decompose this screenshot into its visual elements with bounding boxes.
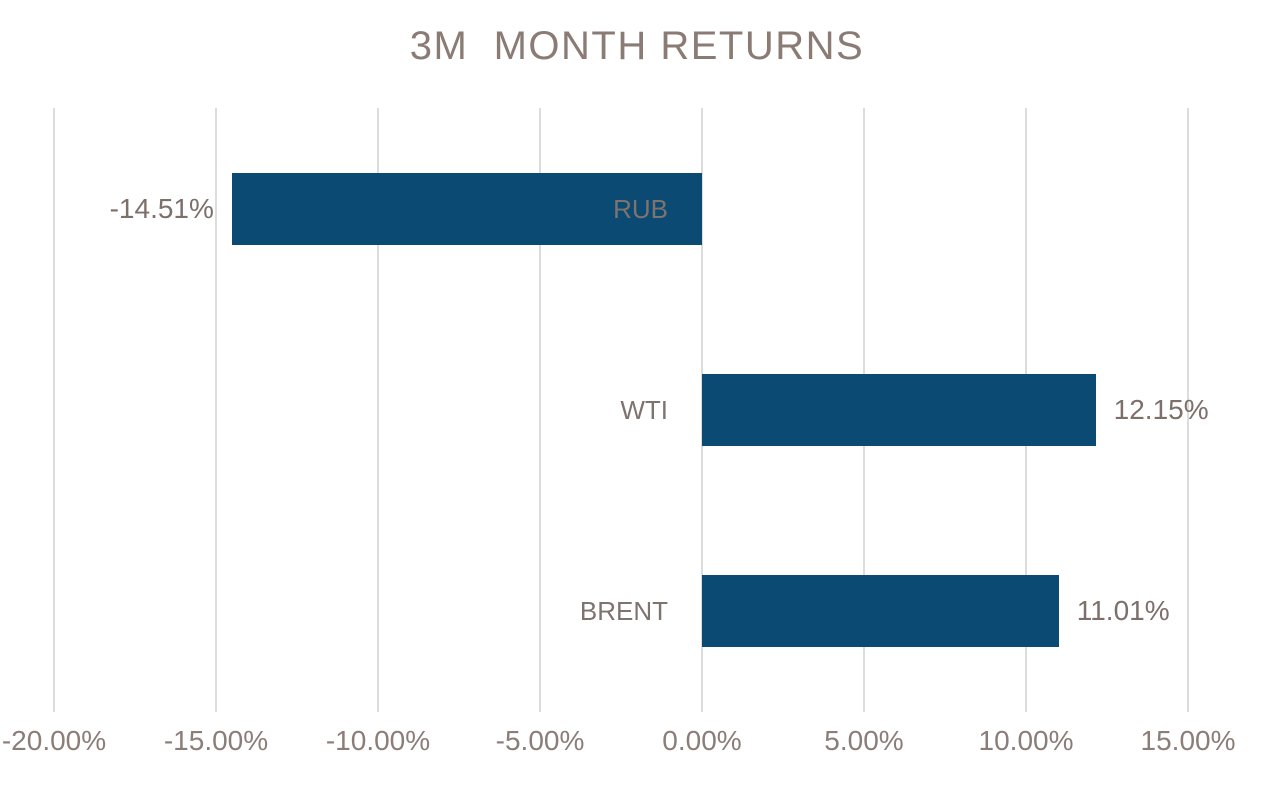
category-label-wti: WTI [620, 395, 668, 425]
chart-title: 3M MONTH RETURNS [409, 24, 865, 68]
x-tick-label: 10.00% [978, 725, 1074, 756]
gridline [215, 108, 217, 712]
gridline [53, 108, 55, 712]
bar-wti [702, 374, 1096, 446]
x-tick-label: -15.00% [163, 725, 269, 756]
value-label-rub: -14.51% [109, 192, 214, 224]
gridline [1187, 108, 1189, 712]
x-tick-label: 5.00% [824, 725, 904, 756]
bar-brent [702, 575, 1059, 648]
x-tick-label: 0.00% [662, 725, 742, 756]
gridline [377, 108, 379, 712]
gridline [539, 108, 541, 712]
x-tick-label: -5.00% [495, 725, 585, 756]
x-tick-label: 15.00% [1140, 725, 1236, 756]
value-label-wti: 12.15% [1113, 394, 1209, 425]
category-label-rub: RUB [613, 193, 668, 224]
bar-rub [231, 172, 702, 245]
x-tick-label: -10.00% [325, 725, 431, 756]
category-label-brent: BRENT [579, 596, 668, 627]
value-label-brent: 11.01% [1076, 595, 1170, 627]
x-tick-label: -20.00% [1, 725, 107, 756]
